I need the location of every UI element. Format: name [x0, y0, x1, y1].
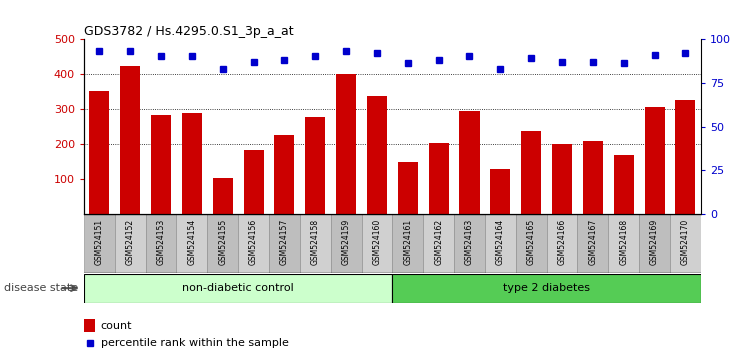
Bar	[547, 214, 577, 273]
Bar	[145, 214, 177, 273]
Bar	[367, 96, 387, 214]
Bar	[393, 214, 423, 273]
Text: GSM524161: GSM524161	[403, 219, 412, 265]
Bar	[84, 214, 115, 273]
Text: GSM524152: GSM524152	[126, 219, 135, 265]
Bar	[491, 169, 510, 214]
Bar	[238, 214, 269, 273]
Text: type 2 diabetes: type 2 diabetes	[503, 283, 590, 293]
Text: GSM524168: GSM524168	[619, 219, 629, 265]
Bar	[300, 214, 331, 273]
Text: count: count	[101, 321, 132, 331]
Text: GSM524169: GSM524169	[650, 219, 659, 265]
Bar	[515, 214, 547, 273]
Text: GDS3782 / Hs.4295.0.S1_3p_a_at: GDS3782 / Hs.4295.0.S1_3p_a_at	[84, 25, 293, 38]
Bar	[398, 161, 418, 214]
Text: GSM524153: GSM524153	[156, 219, 166, 265]
Text: GSM524167: GSM524167	[588, 219, 597, 265]
Text: GSM524159: GSM524159	[342, 219, 350, 265]
Bar	[212, 178, 233, 214]
Bar	[608, 214, 639, 273]
Bar	[84, 319, 95, 332]
Bar	[675, 100, 696, 214]
Bar	[84, 274, 393, 303]
Text: GSM524154: GSM524154	[188, 219, 196, 265]
Bar	[521, 131, 541, 214]
Text: GSM524156: GSM524156	[249, 219, 258, 265]
Bar	[207, 214, 238, 273]
Bar	[485, 214, 515, 273]
Text: GSM524170: GSM524170	[681, 219, 690, 265]
Bar	[429, 143, 449, 214]
Bar	[115, 214, 145, 273]
Bar	[552, 144, 572, 214]
Text: GSM524158: GSM524158	[311, 219, 320, 265]
Bar	[577, 214, 608, 273]
Bar	[177, 214, 207, 273]
Bar	[151, 115, 171, 214]
Text: GSM524160: GSM524160	[372, 219, 382, 265]
Text: GSM524164: GSM524164	[496, 219, 505, 265]
Bar	[670, 214, 701, 273]
Text: percentile rank within the sample: percentile rank within the sample	[101, 338, 288, 348]
Bar	[614, 155, 634, 214]
Text: GSM524157: GSM524157	[280, 219, 289, 265]
Bar	[305, 117, 326, 214]
Bar	[336, 74, 356, 214]
Text: non-diabetic control: non-diabetic control	[182, 283, 294, 293]
Bar	[361, 214, 393, 273]
Bar	[459, 111, 480, 214]
Bar	[244, 150, 264, 214]
Text: GSM524151: GSM524151	[95, 219, 104, 265]
Text: GSM524162: GSM524162	[434, 219, 443, 265]
Bar	[423, 214, 454, 273]
Bar	[645, 107, 664, 214]
Bar	[89, 91, 110, 214]
Text: GSM524163: GSM524163	[465, 219, 474, 265]
Bar	[583, 141, 603, 214]
Bar	[182, 113, 202, 214]
Text: GSM524155: GSM524155	[218, 219, 227, 265]
Bar	[120, 66, 140, 214]
Bar	[274, 135, 294, 214]
Bar	[639, 214, 670, 273]
Text: GSM524165: GSM524165	[526, 219, 536, 265]
Text: GSM524166: GSM524166	[558, 219, 566, 265]
Bar	[393, 274, 701, 303]
Bar	[331, 214, 361, 273]
Text: disease state: disease state	[4, 283, 78, 293]
Bar	[454, 214, 485, 273]
Bar	[269, 214, 300, 273]
